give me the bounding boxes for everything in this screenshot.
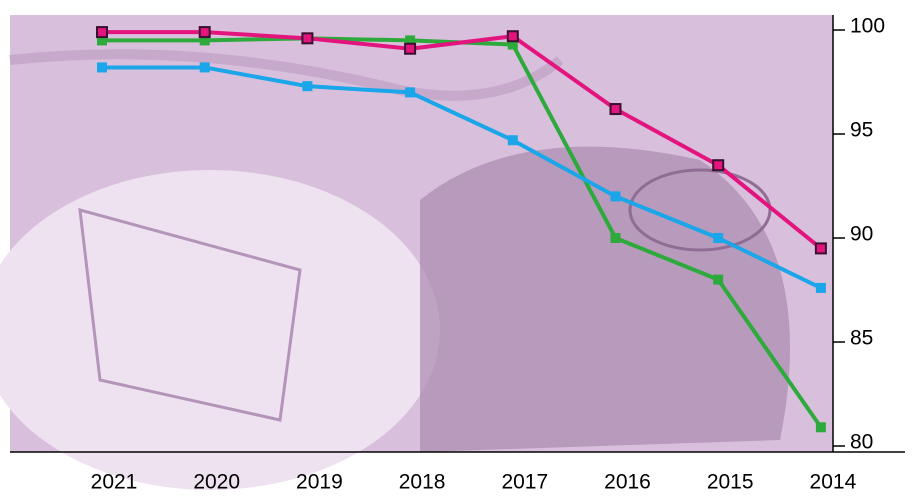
point-marker xyxy=(198,26,211,39)
x-tick-label: 2020 xyxy=(193,471,240,494)
y-tick-label: 90 xyxy=(850,223,873,246)
series-line xyxy=(102,30,823,250)
y-tick-label: 80 xyxy=(850,431,873,454)
point-marker xyxy=(713,274,724,285)
x-tick-label: 2017 xyxy=(501,471,548,494)
point-marker xyxy=(301,32,314,45)
point-marker xyxy=(506,30,519,43)
x-tick-label: 2014 xyxy=(810,471,857,494)
point-marker xyxy=(610,191,621,202)
point-marker xyxy=(507,39,518,50)
point-marker xyxy=(405,87,416,98)
point-marker xyxy=(404,42,417,55)
point-marker xyxy=(97,62,107,73)
x-tick-label: 2021 xyxy=(91,471,138,494)
point-marker xyxy=(712,159,725,172)
point-marker xyxy=(610,233,621,243)
point-marker xyxy=(814,242,827,255)
point-marker xyxy=(609,103,622,116)
point-marker xyxy=(713,233,724,243)
point-marker xyxy=(405,35,416,46)
y-tick-label: 95 xyxy=(850,119,873,142)
y-tick-label: 100 xyxy=(850,15,885,38)
point-marker xyxy=(199,62,210,73)
background-photo xyxy=(0,15,833,490)
x-tick-label: 2018 xyxy=(399,471,446,494)
x-tick-label: 2016 xyxy=(604,471,651,494)
point-marker xyxy=(507,135,518,146)
x-tick-label: 2015 xyxy=(707,471,754,494)
point-marker xyxy=(815,422,826,433)
series-line xyxy=(102,65,822,290)
point-marker xyxy=(302,81,313,92)
point-marker xyxy=(97,35,107,46)
x-tick-label: 2019 xyxy=(296,471,343,494)
y-tick-label: 85 xyxy=(850,327,873,350)
point-marker xyxy=(96,26,108,39)
point-marker xyxy=(199,35,210,46)
point-marker xyxy=(815,282,826,293)
